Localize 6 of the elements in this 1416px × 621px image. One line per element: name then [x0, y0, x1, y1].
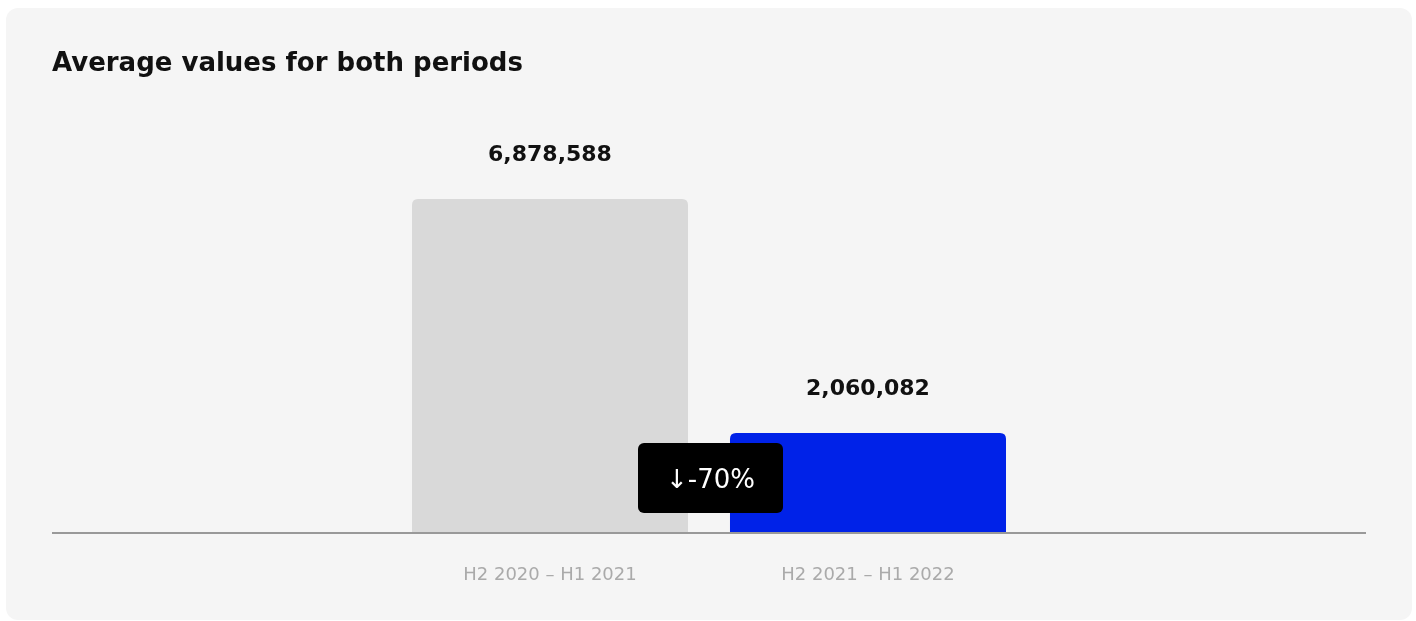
annotation: ↓-70% [666, 464, 755, 494]
x-tick-label: H2 2021 – H1 2022 [781, 563, 955, 584]
data-label: 2,060,082 [806, 374, 930, 400]
chart-title: Average values for both periods [52, 47, 523, 77]
data-label: 6,878,588 [488, 141, 612, 166]
x-tick-label: H2 2020 – H1 2021 [463, 563, 637, 584]
